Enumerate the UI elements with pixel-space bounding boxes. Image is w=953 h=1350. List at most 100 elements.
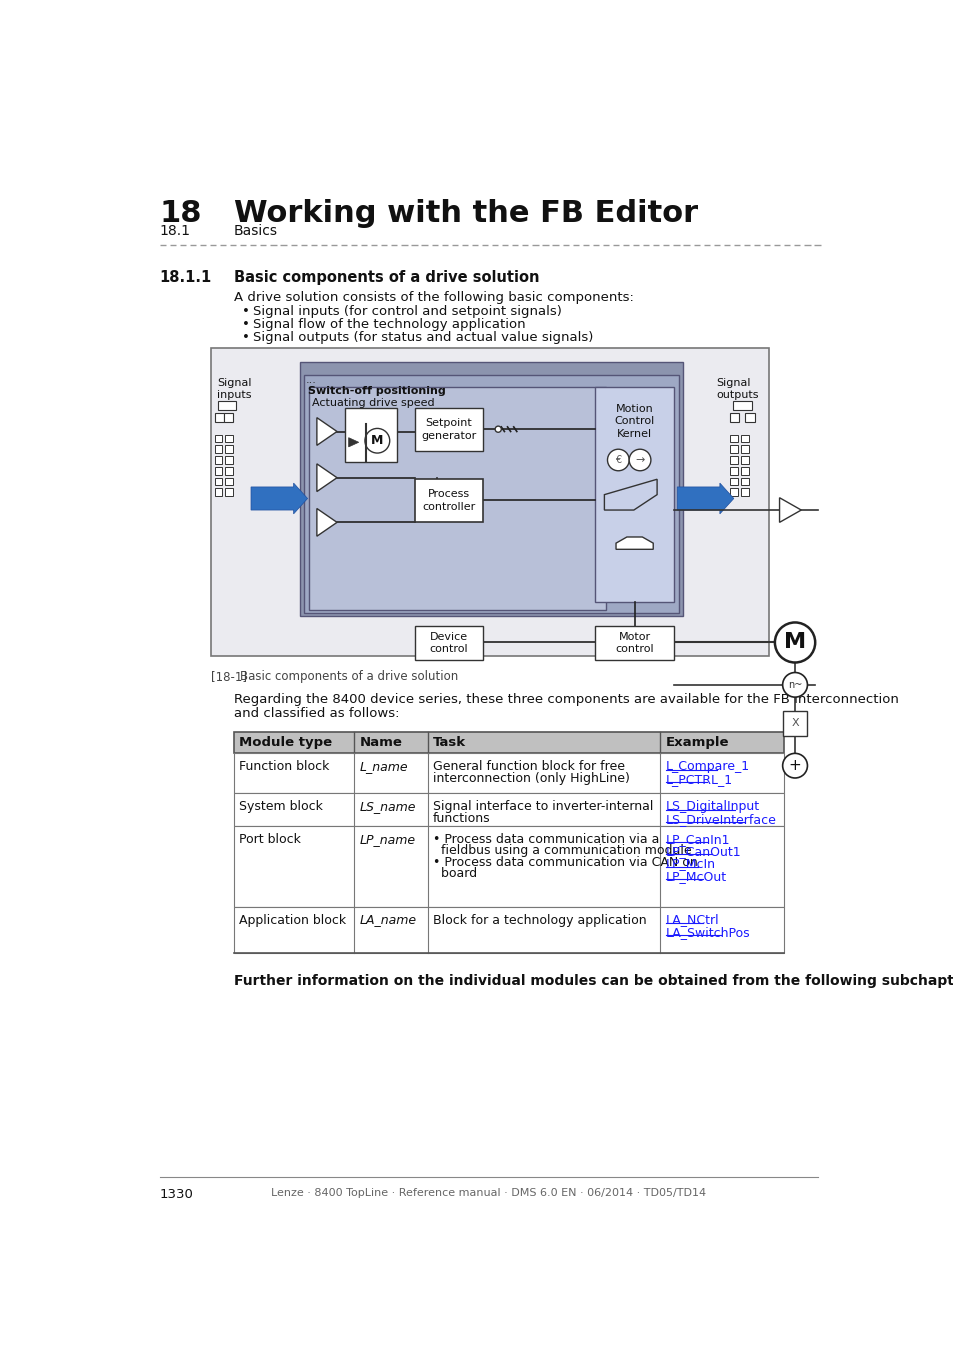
Text: Actuating drive speed: Actuating drive speed (312, 398, 435, 408)
Bar (233, 753, 783, 794)
Bar (299, 362, 682, 617)
Text: Signal flow of the technology application: Signal flow of the technology applicatio… (253, 319, 524, 331)
Text: 18.1: 18.1 (159, 224, 191, 238)
Text: LA_SwitchPos: LA_SwitchPos (665, 926, 749, 938)
Circle shape (781, 672, 806, 697)
Text: •: • (241, 331, 250, 344)
FancyArrow shape (251, 483, 307, 514)
Bar (729, 413, 739, 423)
FancyArrow shape (677, 483, 733, 514)
Bar (740, 456, 748, 464)
Circle shape (629, 450, 650, 471)
Bar (214, 478, 222, 486)
Bar (233, 794, 783, 826)
Text: Application block: Application block (239, 914, 346, 926)
Text: • Process data communication via a: • Process data communication via a (433, 833, 659, 845)
Circle shape (365, 428, 390, 454)
Bar (781, 711, 806, 736)
Text: 1330: 1330 (159, 1188, 193, 1202)
Text: Switch-off positioning: Switch-off positioning (307, 386, 445, 396)
Bar (233, 907, 783, 953)
Text: Example: Example (665, 736, 728, 749)
Text: Port block: Port block (239, 833, 301, 845)
Bar (214, 446, 222, 454)
Text: Signal inputs (for control and setpoint signals): Signal inputs (for control and setpoint … (253, 305, 560, 319)
Bar (415, 625, 482, 660)
Text: Process
controller: Process controller (421, 489, 475, 512)
Text: Lenze · 8400 TopLine · Reference manual · DMS 6.0 EN · 06/2014 · TD05/TD14: Lenze · 8400 TopLine · Reference manual … (271, 1188, 706, 1199)
Bar (732, 401, 751, 410)
Bar (304, 374, 679, 613)
Bar (740, 478, 748, 486)
Text: LA_name: LA_name (359, 914, 416, 926)
Bar (740, 435, 748, 443)
Text: Working with the FB Editor: Working with the FB Editor (233, 198, 698, 228)
Text: System block: System block (239, 801, 323, 813)
Bar (225, 467, 233, 475)
Text: LP_McOut: LP_McOut (665, 869, 726, 883)
Text: Basics: Basics (233, 224, 277, 238)
Text: interconnection (only HighLine): interconnection (only HighLine) (433, 772, 629, 784)
Text: ...: ... (306, 374, 316, 385)
Bar (214, 413, 224, 423)
Bar (224, 413, 233, 423)
Text: Device
control: Device control (429, 632, 468, 653)
Text: LP_CanOut1: LP_CanOut1 (665, 845, 740, 859)
Text: and classified as follows:: and classified as follows: (233, 707, 399, 720)
Polygon shape (316, 464, 336, 491)
Bar (217, 401, 236, 410)
Text: Setpoint
generator: Setpoint generator (420, 418, 476, 441)
Text: €: € (615, 455, 620, 464)
Text: fieldbus using a communication module: fieldbus using a communication module (433, 844, 691, 857)
Text: LS_DigitalInput: LS_DigitalInput (665, 801, 759, 813)
Bar (729, 456, 737, 464)
Text: functions: functions (433, 811, 490, 825)
Text: Further information on the individual modules can be obtained from the following: Further information on the individual mo… (233, 975, 953, 988)
Text: Motor
control: Motor control (615, 632, 653, 653)
Text: 18.1.1: 18.1.1 (159, 270, 212, 285)
Bar (740, 446, 748, 454)
Polygon shape (348, 437, 358, 447)
Bar (744, 413, 754, 423)
Bar (225, 456, 233, 464)
Text: • Process data communication via CAN on: • Process data communication via CAN on (433, 856, 698, 869)
Bar (415, 479, 482, 521)
Polygon shape (779, 498, 801, 522)
Bar (595, 625, 674, 660)
Bar (225, 489, 233, 497)
Text: L_name: L_name (359, 760, 408, 774)
Text: Basic components of a drive solution: Basic components of a drive solution (240, 670, 458, 683)
Text: LS_DriveInterface: LS_DriveInterface (665, 813, 776, 826)
Bar (729, 467, 737, 475)
Text: L_Compare_1: L_Compare_1 (665, 760, 749, 774)
Text: Motion
Control
Kernel: Motion Control Kernel (614, 404, 654, 439)
Text: Regarding the 8400 device series, these three components are available for the F: Regarding the 8400 device series, these … (233, 694, 898, 706)
Text: X: X (790, 718, 798, 729)
Text: LS_name: LS_name (359, 801, 416, 813)
Polygon shape (316, 417, 336, 446)
Text: Module type: Module type (239, 736, 333, 749)
Polygon shape (316, 509, 336, 536)
Bar (309, 387, 605, 610)
Bar (344, 409, 397, 462)
Bar (225, 435, 233, 443)
Bar (214, 489, 222, 497)
Bar (225, 446, 233, 454)
Text: Function block: Function block (239, 760, 330, 774)
Text: Basic components of a drive solution: Basic components of a drive solution (233, 270, 538, 285)
Text: →: → (635, 455, 644, 464)
Text: General function block for free: General function block for free (433, 760, 624, 774)
Text: Block for a technology application: Block for a technology application (433, 914, 646, 926)
Bar (214, 456, 222, 464)
Text: +: + (788, 759, 801, 774)
Text: LP_name: LP_name (359, 833, 416, 845)
Bar (740, 467, 748, 475)
Text: •: • (241, 305, 250, 319)
Bar (214, 435, 222, 443)
Bar (233, 826, 783, 907)
Text: Name: Name (359, 736, 402, 749)
Text: M: M (371, 435, 383, 447)
Bar (415, 409, 482, 451)
Bar (225, 478, 233, 486)
Bar (729, 478, 737, 486)
